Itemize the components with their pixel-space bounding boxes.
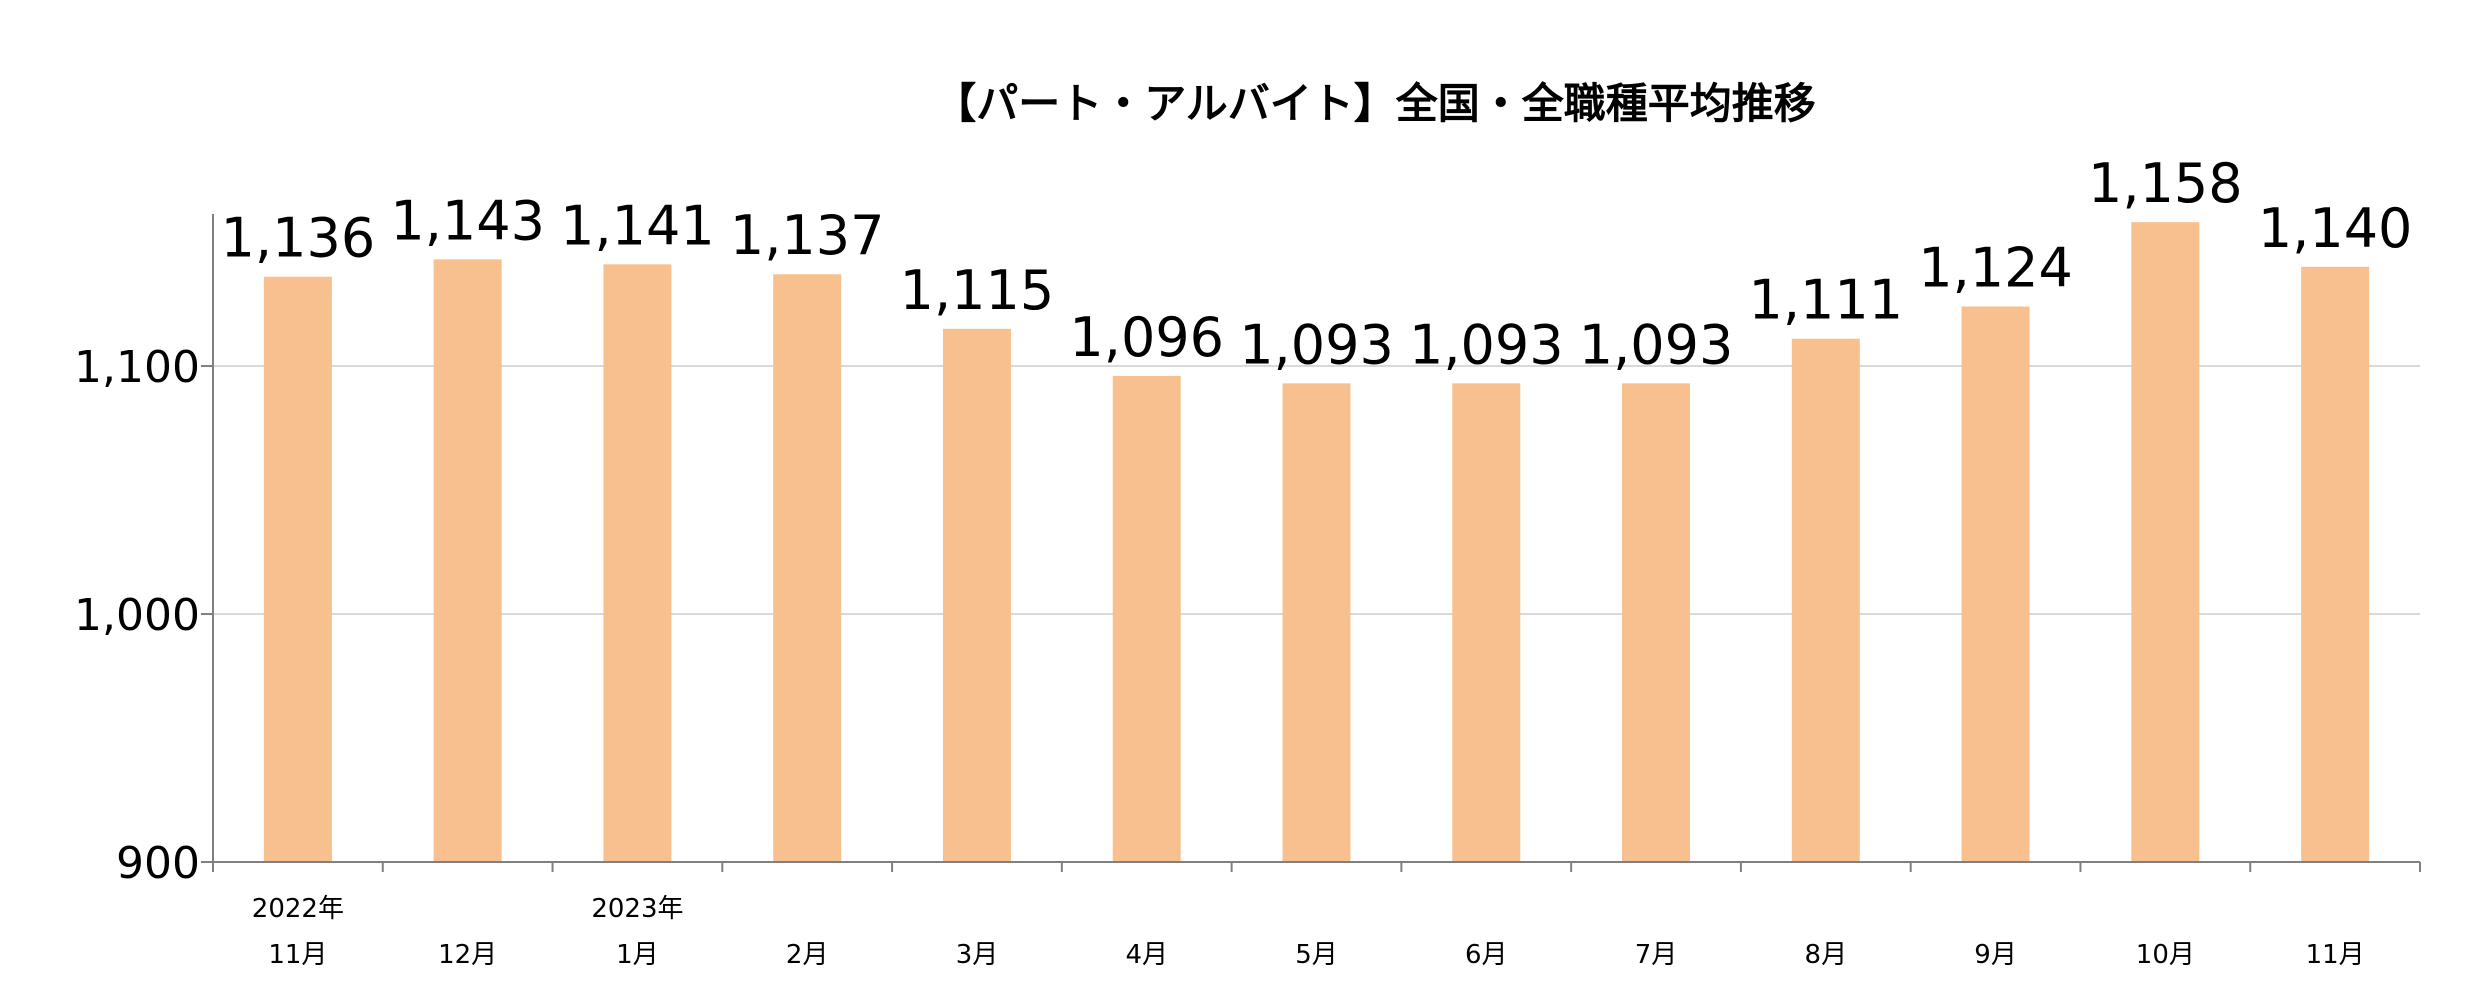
- bar: [2301, 266, 2370, 862]
- data-label: 1,136: [221, 207, 376, 270]
- bar: [1282, 383, 1351, 862]
- x-year-label: 2022年: [252, 894, 344, 924]
- bars: [263, 222, 2370, 863]
- chart-title: 【パート・アルバイト】全国・全職種平均推移: [934, 79, 1816, 128]
- x-tick-label: 8月: [1805, 940, 1848, 970]
- x-tick-label: 1月: [616, 940, 659, 970]
- data-label: 1,141: [560, 194, 715, 257]
- x-tick-label: 10月: [2136, 940, 2195, 970]
- bar: [433, 259, 502, 862]
- y-tick-label: 900: [116, 838, 200, 889]
- data-label: 1,143: [390, 189, 545, 252]
- x-tick-label: 6月: [1465, 940, 1508, 970]
- x-axis-ticks: 11月 2022年 12月 1月 2023年 2月 3月 4月 5月 6月 7月 8月 9月 10月 11月: [252, 894, 2365, 970]
- data-label: 1,124: [1918, 236, 2073, 299]
- data-label: 1,096: [1069, 306, 1224, 369]
- x-tick-label: 11月: [268, 940, 327, 970]
- x-tick-label: 7月: [1635, 940, 1678, 970]
- bar: [1622, 383, 1691, 862]
- bar: [1452, 383, 1521, 862]
- data-label: 1,158: [2088, 152, 2243, 215]
- x-tick-label: 9月: [1974, 940, 2017, 970]
- bar: [942, 328, 1011, 862]
- x-tick-label: 11月: [2306, 940, 2365, 970]
- bar: [263, 276, 332, 863]
- data-label: 1,093: [1579, 313, 1734, 376]
- bar: [2131, 222, 2200, 862]
- x-tick-label: 3月: [956, 940, 999, 970]
- y-tick-label: 1,100: [74, 342, 200, 393]
- bar: [1112, 375, 1181, 862]
- data-label: 1,093: [1409, 313, 1564, 376]
- data-label: 1,115: [900, 259, 1055, 322]
- data-label: 1,137: [730, 204, 885, 267]
- bar: [773, 274, 842, 862]
- data-label: 1,093: [1239, 313, 1394, 376]
- x-tick-label: 12月: [438, 940, 497, 970]
- data-label: 1,111: [1749, 269, 1904, 332]
- x-tick-label: 4月: [1125, 940, 1168, 970]
- data-label: 1,140: [2258, 197, 2413, 260]
- y-axis-ticks: 900 1,000 1,100: [74, 342, 200, 889]
- y-tick-label: 1,000: [74, 590, 200, 641]
- x-tick-label: 5月: [1295, 940, 1338, 970]
- bar: [1961, 306, 2030, 863]
- bar: [603, 264, 672, 862]
- bar: [1791, 338, 1860, 863]
- x-year-label: 2023年: [591, 894, 683, 924]
- axes: [201, 214, 2421, 872]
- x-tick-label: 2月: [786, 940, 829, 970]
